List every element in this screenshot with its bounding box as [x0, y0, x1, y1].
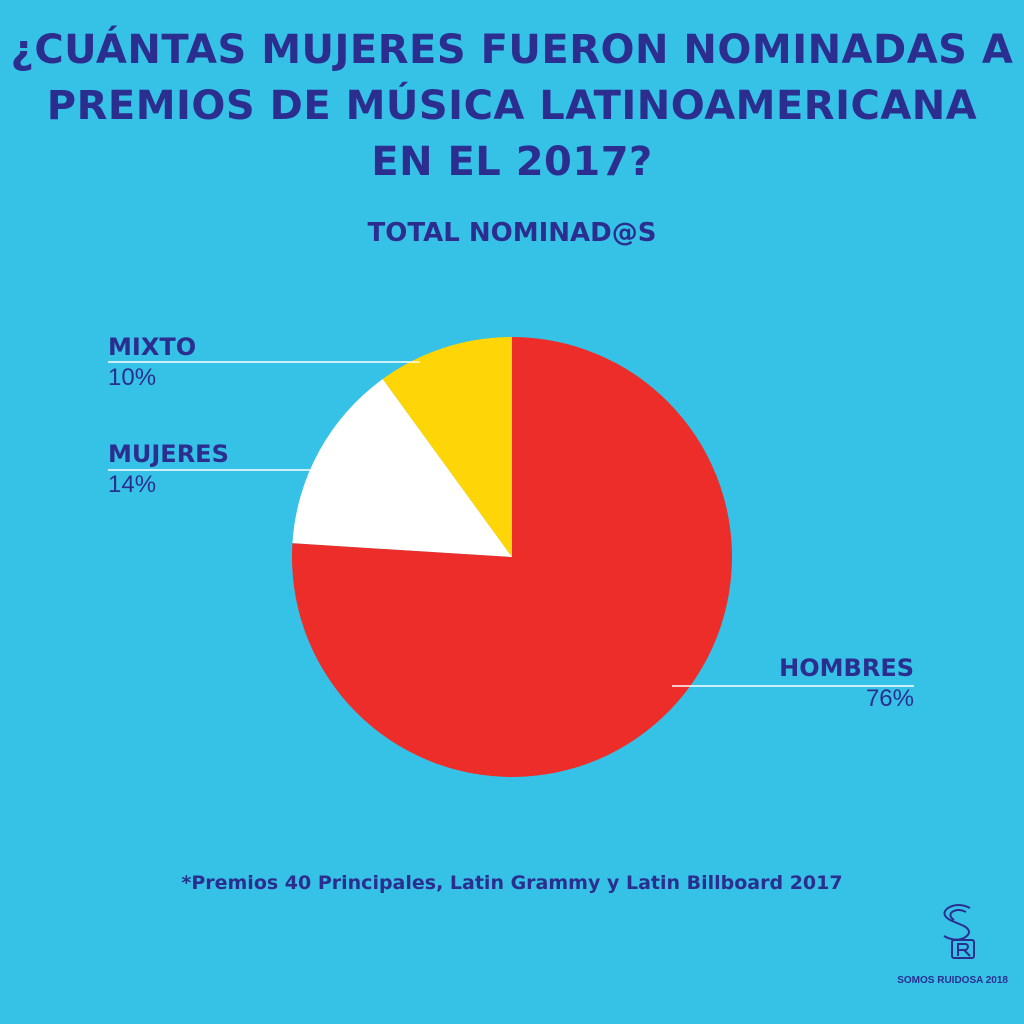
somos-ruidosa-logo [943, 904, 975, 959]
title-line-2: PREMIOS DE MÚSICA LATINOAMERICANA [46, 83, 978, 129]
slice-label-hombres: HOMBRES [779, 654, 914, 682]
slice-label-mujeres: MUJERES [108, 440, 229, 468]
slice-value-hombres: 76% [866, 685, 914, 712]
pie-slice-mixto [382, 337, 512, 557]
chart-title: ¿CUÁNTAS MUJERES FUERON NOMINADAS A PREM… [0, 22, 1024, 190]
title-line-3: EN EL 2017? [371, 139, 653, 185]
source-footnote: *Premios 40 Principales, Latin Grammy y … [181, 872, 843, 894]
credit-text: SOMOS RUIDOSA 2018 [897, 975, 1008, 986]
title-line-1: ¿CUÁNTAS MUJERES FUERON NOMINADAS A [10, 27, 1014, 73]
slice-label-mixto: MIXTO [108, 333, 196, 361]
chart-subtitle: TOTAL NOMINAD@S [367, 218, 657, 248]
pie-slice-mujeres [292, 379, 512, 557]
slice-value-mujeres: 14% [108, 471, 156, 498]
slice-value-mixto: 10% [108, 364, 156, 391]
